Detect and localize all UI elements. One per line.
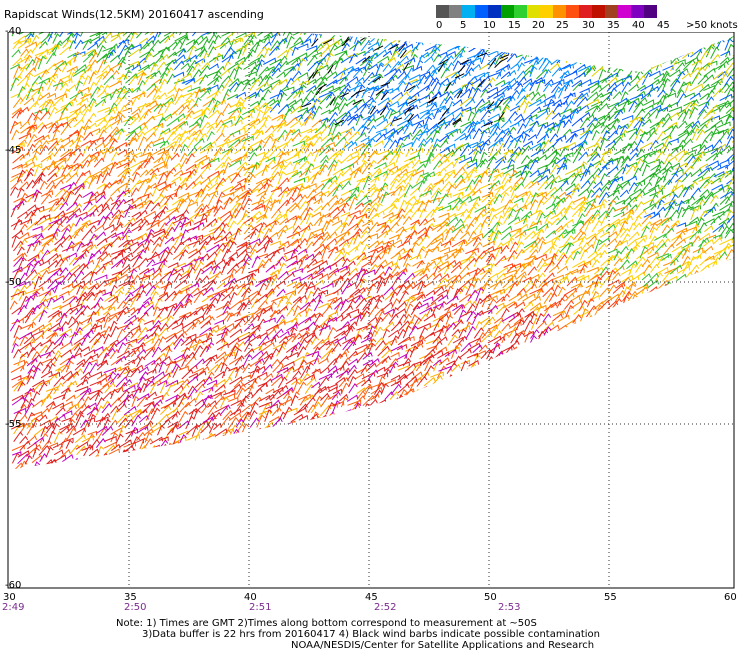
legend-color-swatch xyxy=(553,5,566,18)
legend-tick: 5 xyxy=(460,20,467,31)
legend-tick: 45 xyxy=(657,20,670,31)
legend-tick: 35 xyxy=(607,20,620,31)
map-frame xyxy=(7,32,735,589)
wind-speed-color-legend xyxy=(436,5,657,18)
legend-color-swatch xyxy=(618,5,631,18)
legend-color-swatch xyxy=(566,5,579,18)
legend-color-swatch xyxy=(527,5,540,18)
legend-color-swatch xyxy=(449,5,462,18)
wind-barb-map xyxy=(7,32,735,589)
lat-label: -45 xyxy=(5,145,22,156)
map-title: Rapidscat Winds(12.5KM) 20160417 ascendi… xyxy=(4,8,264,21)
wind-barb-group xyxy=(341,32,592,150)
legend-tick: 10 xyxy=(483,20,496,31)
legend-tick-labels: 0 5 10 15 20 25 30 35 40 45 >50 knots xyxy=(430,20,740,32)
lat-label: -60 xyxy=(5,580,22,591)
time-label: 2:51 xyxy=(249,602,272,613)
lon-label: 40 xyxy=(244,592,257,603)
time-label: 2:53 xyxy=(498,602,521,613)
note-line-3: NOAA/NESDIS/Center for Satellite Applica… xyxy=(291,640,595,651)
note-line-1: Note: 1) Times are GMT 2)Times along bot… xyxy=(116,618,537,629)
legend-color-swatch xyxy=(579,5,592,18)
time-label: 2:52 xyxy=(374,602,397,613)
legend-color-swatch xyxy=(644,5,657,18)
lon-label: 35 xyxy=(124,592,137,603)
legend-color-swatch xyxy=(436,5,449,18)
legend-color-swatch xyxy=(631,5,644,18)
lon-label: 45 xyxy=(365,592,378,603)
lat-label: -40 xyxy=(5,26,22,37)
legend-tick: 30 xyxy=(582,20,595,31)
time-label: 2:49 xyxy=(2,602,25,613)
time-label: 2:50 xyxy=(124,602,147,613)
lon-label: 30 xyxy=(3,592,16,603)
legend-tick: 15 xyxy=(508,20,521,31)
legend-tick: 0 xyxy=(436,20,443,31)
lat-lon-grid xyxy=(8,32,734,588)
legend-tick: 20 xyxy=(532,20,545,31)
lat-label: -55 xyxy=(5,419,22,430)
legend-color-swatch xyxy=(592,5,605,18)
legend-tick: >50 knots xyxy=(686,20,738,31)
wind-barb-group xyxy=(23,32,734,233)
lon-label: 55 xyxy=(604,592,617,603)
lat-label: -50 xyxy=(5,277,22,288)
lon-label: 60 xyxy=(724,592,737,603)
legend-tick: 40 xyxy=(632,20,645,31)
legend-color-swatch xyxy=(514,5,527,18)
lon-label: 50 xyxy=(484,592,497,603)
legend-color-swatch xyxy=(462,5,475,18)
wind-barb-group xyxy=(10,42,734,302)
note-line-2: 3)Data buffer is 22 hrs from 20160417 4)… xyxy=(142,629,600,640)
wind-barbs-layer xyxy=(9,32,734,470)
legend-color-swatch xyxy=(540,5,553,18)
legend-color-swatch xyxy=(605,5,618,18)
legend-tick: 25 xyxy=(556,20,569,31)
legend-color-swatch xyxy=(501,5,514,18)
legend-color-swatch xyxy=(488,5,501,18)
legend-color-swatch xyxy=(475,5,488,18)
